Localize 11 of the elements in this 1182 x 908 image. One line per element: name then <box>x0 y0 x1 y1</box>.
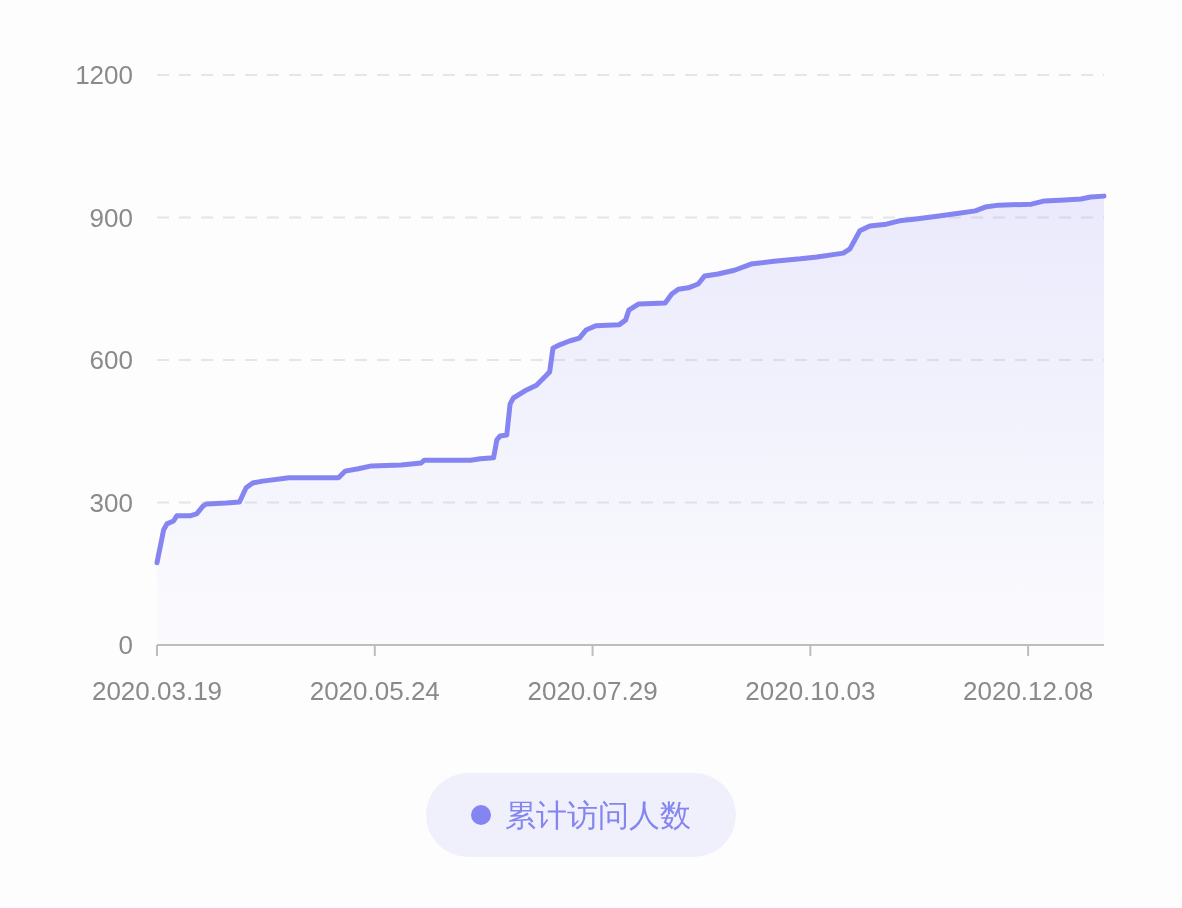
x-tick-label: 2020.10.03 <box>745 676 876 706</box>
y-tick-label: 900 <box>89 202 133 233</box>
x-tick-label: 2020.07.29 <box>527 676 658 706</box>
x-tick-label: 2020.12.08 <box>963 676 1094 706</box>
legend-label: 累计访问人数 <box>505 798 691 833</box>
y-tick-label: 300 <box>89 487 133 518</box>
x-tick-label: 2020.05.24 <box>309 676 440 706</box>
x-tick-label: 2020.03.19 <box>91 676 223 706</box>
y-tick-label: 1200 <box>75 60 133 90</box>
y-tick-label: 600 <box>89 345 133 375</box>
y-tick-label: 0 <box>118 630 133 660</box>
